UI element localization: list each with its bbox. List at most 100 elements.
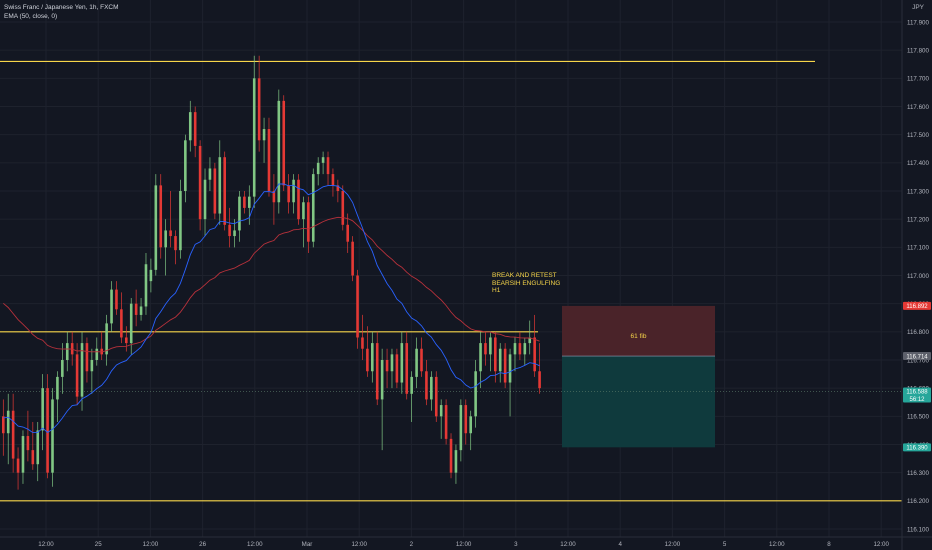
- candlestick-series: [2, 55, 541, 490]
- time-axis: 12:00 25 12:00 26 12:00 Mar 12:00 2 12:00 3 12:00 4…: [0, 536, 932, 548]
- candle-body: [46, 388, 49, 473]
- trade-annotation[interactable]: BREAK AND RETEST BEARSIH ENGULFING H1: [492, 272, 560, 295]
- price-tag-stop: [903, 301, 931, 310]
- x-tick-label: 12:00: [143, 541, 159, 548]
- candle-body: [400, 343, 404, 383]
- candle-body: [179, 191, 182, 251]
- candle-body: [528, 337, 532, 344]
- annotation-line-1: BREAK AND RETEST: [492, 272, 557, 279]
- candle-body: [6, 410, 10, 434]
- x-tick-label: 12:00: [769, 541, 785, 548]
- candle-body: [297, 179, 300, 220]
- stop-loss-zone: [562, 305, 715, 357]
- y-tick-label: 117.900: [907, 19, 929, 26]
- x-tick-label: 12:00: [38, 541, 54, 548]
- candle-body: [144, 264, 148, 307]
- candle-body: [80, 343, 84, 397]
- y-tick-label: 116.200: [907, 498, 929, 505]
- candle-body: [538, 371, 541, 389]
- symbol-title[interactable]: Swiss Franc / Japanese Yen, 1h, FXCM: [4, 4, 119, 11]
- y-tick-label: 116.500: [907, 414, 929, 421]
- candle-body: [193, 112, 197, 146]
- candle-body: [302, 202, 305, 220]
- candle-body: [425, 371, 428, 400]
- x-tick-label: 3: [514, 541, 518, 548]
- candle-body: [415, 348, 418, 377]
- candle-body: [174, 236, 177, 251]
- candle-body: [449, 438, 453, 473]
- candle-body: [469, 416, 472, 434]
- x-tick-label: 12:00: [873, 541, 889, 548]
- candle-body: [351, 241, 354, 276]
- candle-body: [307, 202, 310, 242]
- candle-body: [405, 343, 409, 394]
- candle-body: [56, 376, 59, 400]
- candle-body: [238, 196, 241, 231]
- candle-body: [85, 343, 89, 372]
- candle-body: [479, 343, 482, 372]
- candle-body: [120, 309, 123, 338]
- y-tick-label: 117.000: [907, 273, 929, 280]
- candle-body: [243, 196, 246, 208]
- y-tick-label: 117.400: [907, 160, 929, 167]
- y-tick-label: 117.700: [907, 76, 929, 83]
- candle-body: [213, 168, 217, 214]
- candle-body: [503, 348, 507, 383]
- candle-body: [16, 458, 20, 473]
- candle-body: [228, 224, 231, 237]
- candle-body: [115, 289, 118, 310]
- candle-body: [366, 348, 369, 372]
- candle-body: [248, 196, 251, 208]
- candle-body: [267, 129, 271, 191]
- candle-body: [257, 78, 261, 141]
- candle-body: [75, 354, 79, 397]
- x-tick-label: 25: [95, 541, 102, 548]
- x-tick-label: 26: [199, 541, 206, 548]
- candle-body: [105, 323, 108, 355]
- indicator-label[interactable]: EMA (50, close, 0): [4, 13, 58, 20]
- candle-body: [184, 140, 187, 191]
- candle-body: [218, 157, 222, 214]
- candle-body: [110, 289, 113, 324]
- x-tick-label: 12:00: [665, 541, 681, 548]
- candle-body: [346, 224, 349, 242]
- y-tick-label: 117.600: [907, 104, 929, 111]
- price-tag-label: 116.714: [906, 354, 928, 360]
- y-tick-label: 117.500: [907, 132, 929, 139]
- x-tick-label: 12:00: [456, 541, 472, 548]
- candle-body: [474, 371, 477, 417]
- candle-body: [292, 179, 295, 203]
- candle-body: [95, 348, 99, 360]
- candle-body: [11, 410, 15, 459]
- candle-body: [484, 343, 487, 355]
- candle-body: [272, 191, 276, 203]
- candle-body: [498, 348, 502, 372]
- y-tick-label: 116.700: [907, 357, 929, 364]
- candle-body: [51, 399, 54, 473]
- candle-body: [203, 179, 207, 220]
- candle-body: [321, 157, 325, 163]
- candle-body: [410, 376, 413, 394]
- candle-body: [316, 162, 320, 175]
- position-zones: [562, 305, 715, 448]
- candle-body: [430, 376, 433, 400]
- candle-body: [361, 337, 364, 349]
- candle-body: [489, 337, 492, 355]
- candle-body: [533, 337, 536, 372]
- currency-label: JPY: [912, 4, 924, 11]
- candle-body: [31, 450, 35, 465]
- price-tag-label: 116.588: [906, 390, 928, 396]
- candle-body: [518, 343, 522, 355]
- x-tick-label: Mar: [302, 541, 313, 548]
- candle-body: [356, 275, 359, 338]
- candle-body: [149, 269, 153, 282]
- candle-body: [129, 303, 133, 344]
- ema-fast-line: [3, 183, 540, 434]
- candle-body: [494, 337, 497, 372]
- price-tag-entry: [903, 352, 931, 361]
- candle-body: [169, 230, 172, 237]
- y-tick-label: 117.200: [907, 216, 929, 223]
- zone-label: 61 fib: [630, 333, 647, 340]
- price-tag-label: 116.892: [906, 304, 928, 310]
